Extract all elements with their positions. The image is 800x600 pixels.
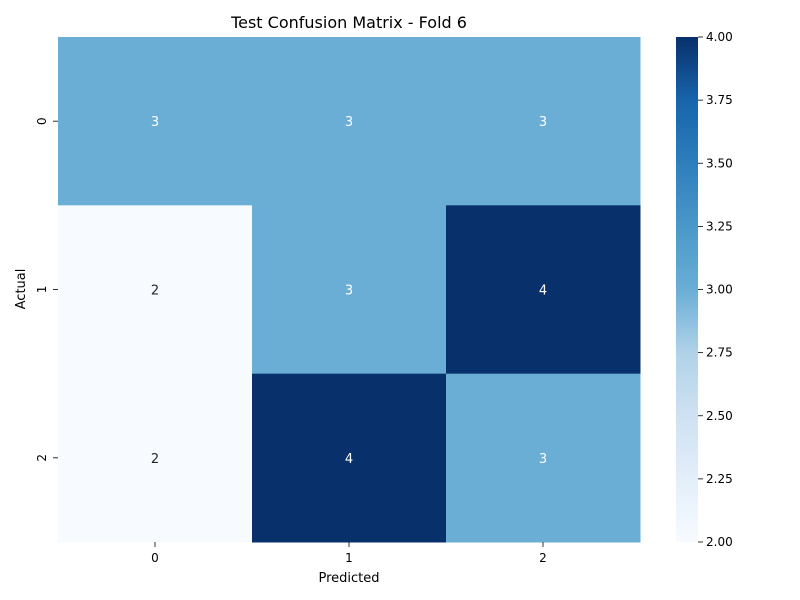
x-tick-label-0: 0	[151, 551, 159, 565]
y-tick-label-0: 0	[35, 117, 49, 125]
heatmap-cell-1-1	[252, 205, 447, 375]
colorbar-tick-label-6: 3.50	[706, 156, 733, 170]
colorbar-tick-label-1: 2.25	[706, 472, 733, 486]
cell-value-0-1: 3	[345, 115, 353, 130]
y-tick-label-1: 1	[35, 286, 49, 294]
y-axis-ticks: 0 1 2	[35, 117, 58, 462]
heatmap-cell-0-2	[446, 37, 641, 206]
cell-value-1-2: 4	[539, 283, 547, 298]
colorbar-tick-label-4: 3.00	[706, 283, 733, 297]
colorbar-tick-label-7: 3.75	[706, 93, 733, 107]
y-tick-label-2: 2	[35, 454, 49, 462]
x-axis-label: Predicted	[318, 571, 379, 586]
colorbar	[676, 37, 698, 542]
colorbar-tick-label-3: 2.75	[706, 346, 733, 360]
heatmap-cell-1-2	[446, 205, 641, 375]
x-tick-label-2: 2	[539, 551, 547, 565]
chart-title: Test Confusion Matrix - Fold 6	[230, 13, 467, 32]
cell-value-2-0: 2	[151, 452, 159, 467]
colorbar-tick-label-8: 4.00	[706, 30, 733, 44]
heatmap-cell-0-0	[58, 37, 253, 206]
cell-value-1-1: 3	[345, 283, 353, 298]
colorbar-tick-label-5: 3.25	[706, 219, 733, 233]
heatmap-cells	[58, 37, 641, 543]
cell-labels: 3 3 3 2 3 4 2 4 3	[151, 115, 547, 467]
cell-value-2-1: 4	[345, 452, 353, 467]
cell-value-0-2: 3	[539, 115, 547, 130]
y-axis-label: Actual	[14, 269, 29, 310]
x-tick-label-1: 1	[345, 551, 353, 565]
cell-value-1-0: 2	[151, 283, 159, 298]
colorbar-tick-label-2: 2.50	[706, 409, 733, 423]
heatmap-cell-0-1	[252, 37, 447, 206]
colorbar-ticks: 2.00 2.25 2.50 2.75 3.00 3.25 3.50 3.75 4.00	[698, 30, 733, 549]
colorbar-tick-label-0: 2.00	[706, 535, 733, 549]
cell-value-0-0: 3	[151, 115, 159, 130]
heatmap-cell-1-0	[58, 205, 253, 375]
heatmap-cell-2-0	[58, 373, 253, 543]
x-axis-ticks: 0 1 2	[151, 541, 547, 565]
cell-value-2-2: 3	[539, 452, 547, 467]
heatmap-cell-2-1	[252, 373, 447, 543]
heatmap-cell-2-2	[446, 373, 641, 543]
